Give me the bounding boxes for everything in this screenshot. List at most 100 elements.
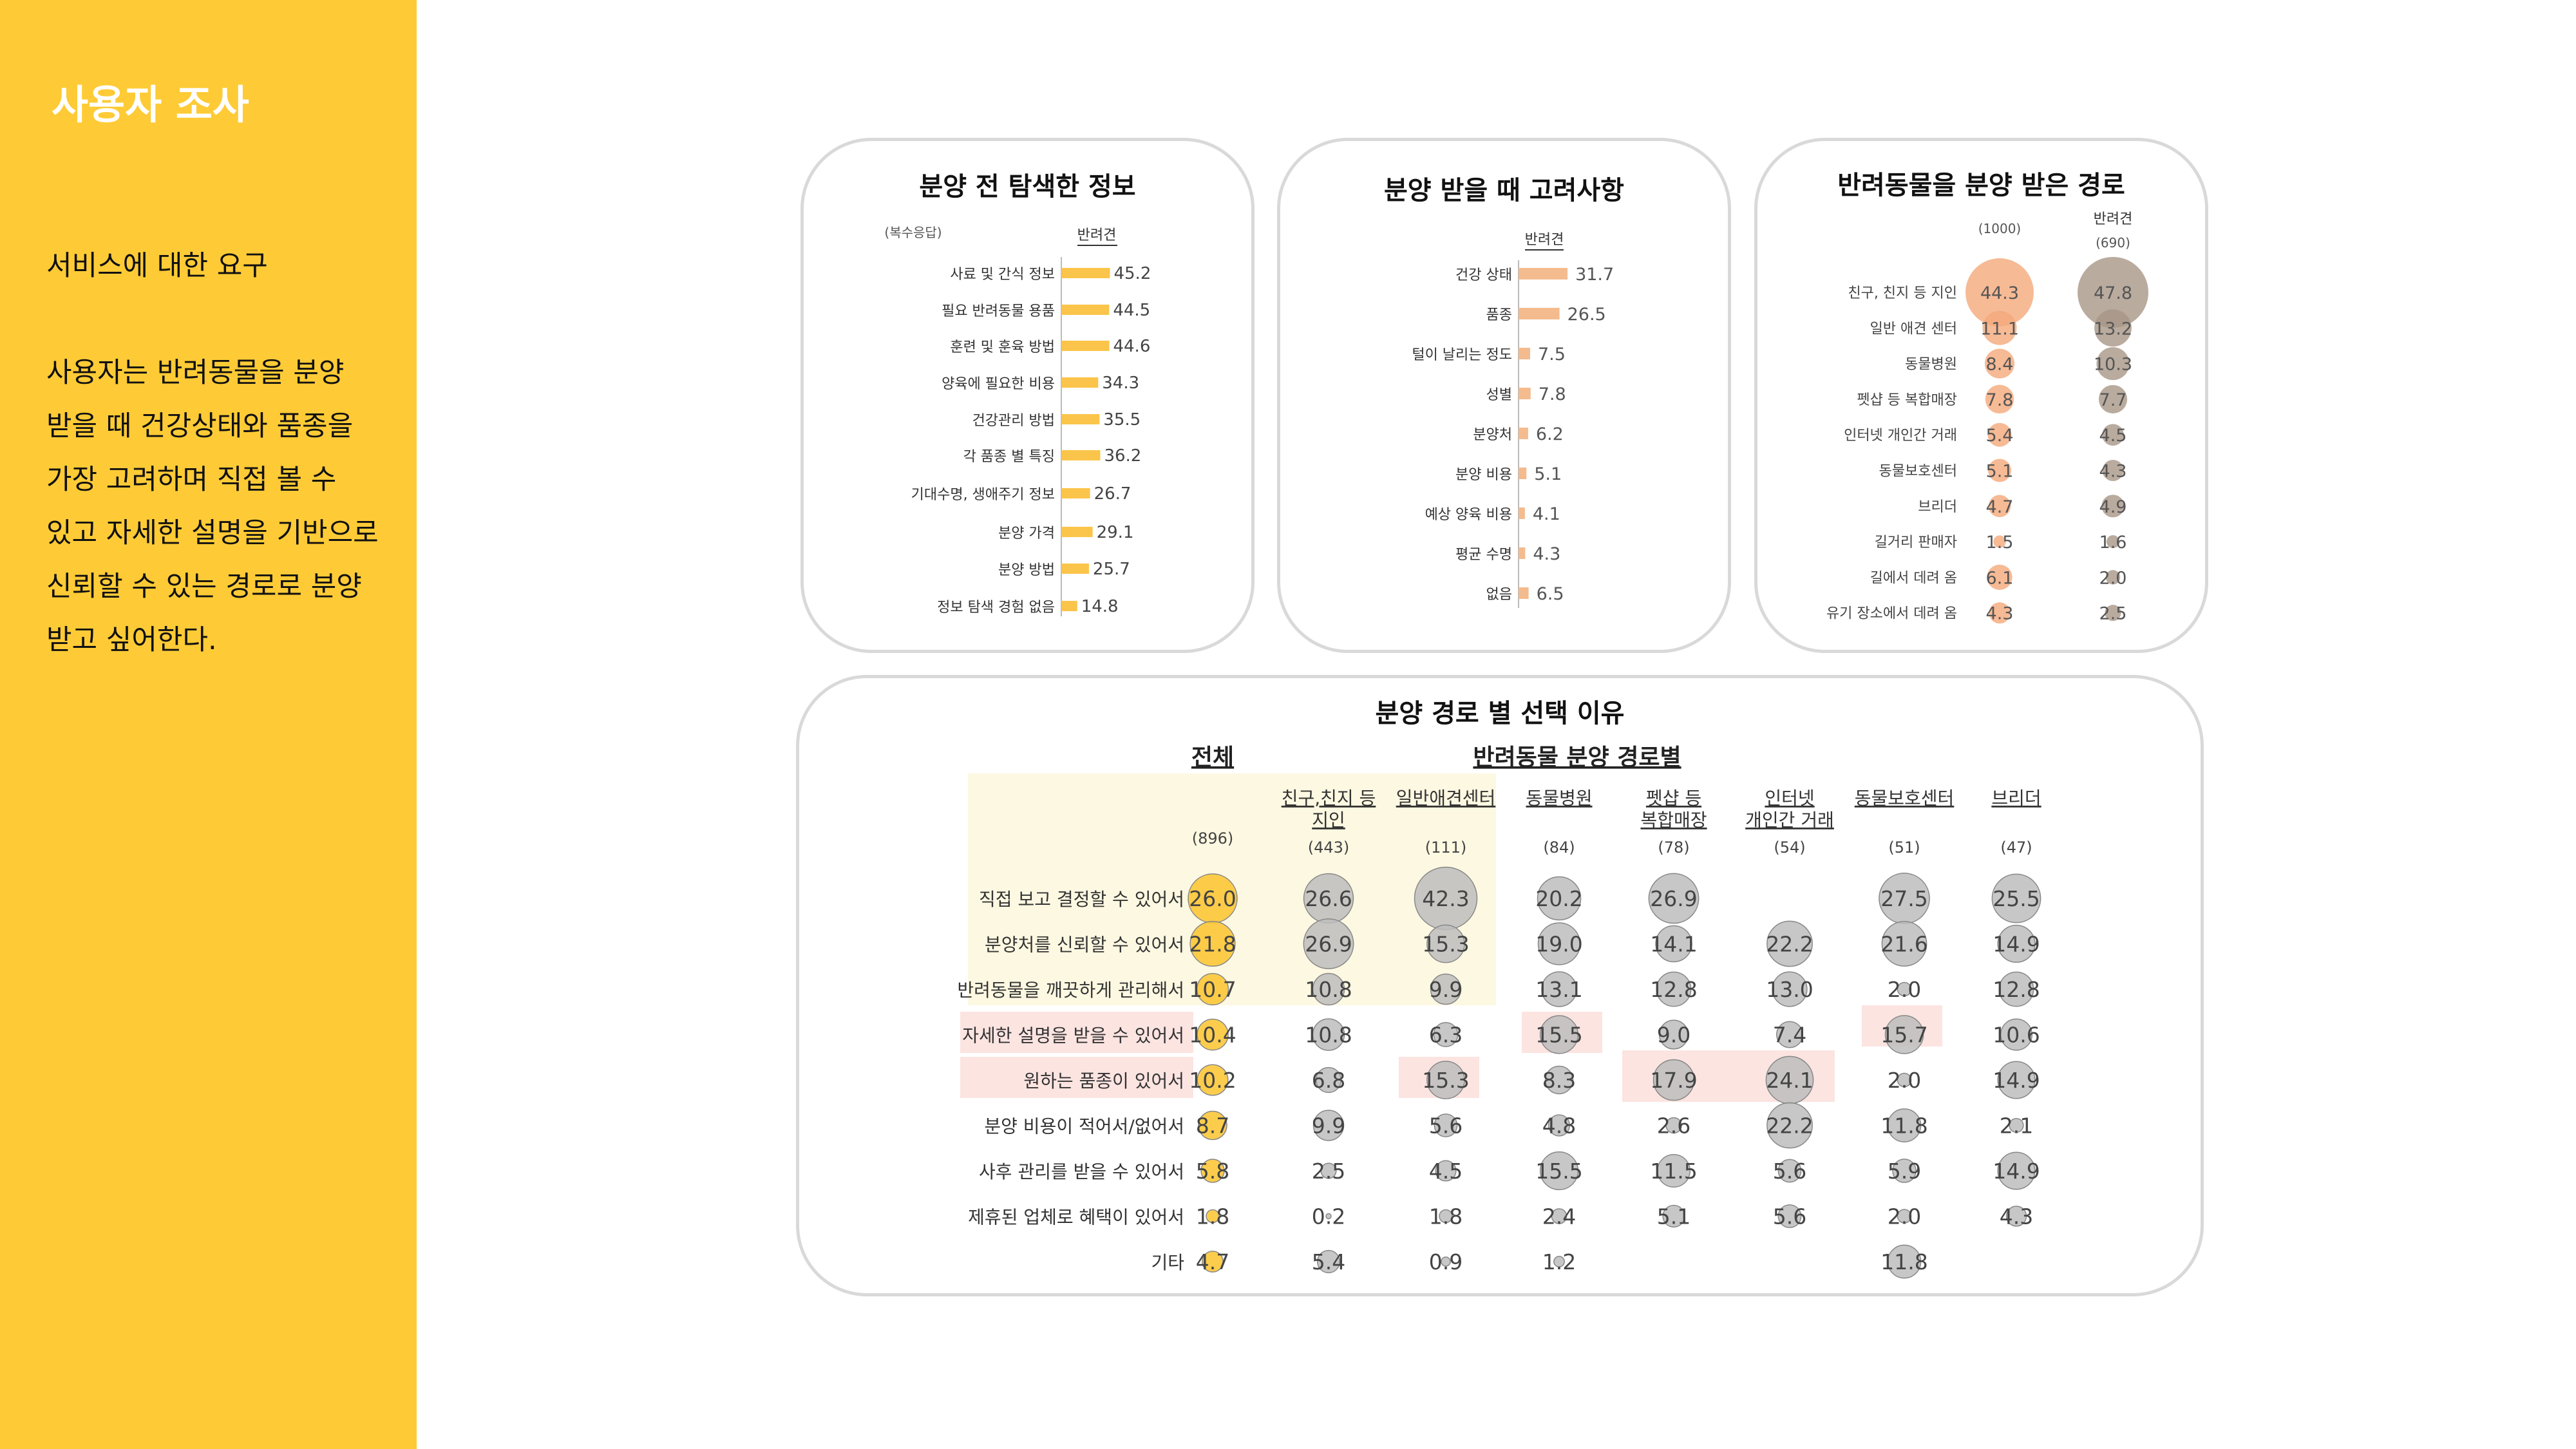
bubble xyxy=(2009,1117,2024,1133)
category-label: 건강관리 방법 xyxy=(972,413,1055,429)
column-header: 브리더 xyxy=(1991,788,2041,809)
bubble xyxy=(1553,1256,1565,1267)
data-label: 5.4 xyxy=(1986,426,2014,446)
data-label: 10.8 xyxy=(1305,977,1352,1002)
bubble xyxy=(1777,1159,1802,1183)
bubble xyxy=(2094,309,2132,347)
data-label: 2.0 xyxy=(1888,1204,1921,1229)
group-label-route: 반려동물 분양 경로별 xyxy=(1473,744,1681,771)
bubble xyxy=(1658,1019,1689,1050)
bar xyxy=(1061,377,1099,388)
data-label: 14.1 xyxy=(1650,932,1697,957)
bubble xyxy=(1776,1021,1804,1048)
category-label: 분양 가격 xyxy=(998,526,1055,542)
bubble xyxy=(1303,918,1354,969)
bubble xyxy=(1988,459,2011,482)
data-label: 1.2 xyxy=(1542,1249,1576,1274)
group-label-total: 전체 xyxy=(1191,744,1234,771)
row-label: 인터넷 개인간 거래 xyxy=(1844,428,1957,444)
bubble xyxy=(1537,922,1581,965)
column-n: (84) xyxy=(1543,838,1575,857)
category-label: 필요 반려동물 용품 xyxy=(942,303,1055,319)
row-label: 제휴된 업체로 혜택이 있어서 xyxy=(968,1207,1184,1228)
data-label: 6.2 xyxy=(1536,424,1564,444)
bubble xyxy=(1662,1204,1685,1228)
bubble xyxy=(1433,1022,1459,1047)
data-label: 15.5 xyxy=(1535,1159,1582,1184)
bubble xyxy=(1987,422,2012,447)
row-label: 동물보호센터 xyxy=(1879,464,1957,480)
data-label: 25.7 xyxy=(1093,560,1130,579)
column-n: (896) xyxy=(1192,829,1234,848)
row-label: 유기 장소에서 데려 옴 xyxy=(1826,606,1957,622)
row-label: 일반 애견 센터 xyxy=(1870,321,1957,337)
data-label: 9.9 xyxy=(1429,977,1463,1002)
data-label: 2.0 xyxy=(1888,977,1921,1002)
data-label: 13.2 xyxy=(2094,319,2132,339)
bubble xyxy=(1984,348,2015,379)
bubble xyxy=(1881,921,1927,967)
category-label: 사료 및 간식 정보 xyxy=(950,267,1055,283)
data-label: 4.3 xyxy=(1533,544,1560,564)
data-label: 26.6 xyxy=(1305,886,1352,911)
bubble xyxy=(1316,1249,1341,1274)
bar xyxy=(1519,268,1568,279)
bubble xyxy=(1987,564,2012,591)
category-label: 훈련 및 훈육 방법 xyxy=(950,339,1055,355)
bubble xyxy=(1439,1209,1453,1224)
row-label: 분양 비용이 적어서/없어서 xyxy=(984,1116,1184,1137)
bubble xyxy=(1434,1113,1458,1137)
data-label: 8.4 xyxy=(1986,355,2014,375)
category-label: 분양 방법 xyxy=(998,562,1055,578)
data-label: 14.8 xyxy=(1081,597,1119,616)
data-label: 44.6 xyxy=(1113,337,1150,356)
data-label: 15.3 xyxy=(1422,1068,1469,1093)
row-label: 펫샵 등 복합매장 xyxy=(1857,392,1957,408)
bubble xyxy=(2106,535,2120,549)
bubble xyxy=(1430,973,1462,1005)
data-label: 44.3 xyxy=(1980,283,2019,303)
category-label: 없음 xyxy=(1486,587,1512,603)
column-header: 지인 xyxy=(1312,810,1345,831)
highlight-box xyxy=(960,1012,1193,1053)
route-reasons-bubble-chart: 전체 반려동물 분양 경로별 (896) 친구,친지 등지인 (443) 일반애견센터 (1… xyxy=(957,744,2041,1279)
data-label: 24.1 xyxy=(1766,1068,1813,1093)
column-header: 친구,친지 등 xyxy=(1282,788,1376,809)
bar xyxy=(1061,450,1101,460)
column-header: 반려견 xyxy=(2094,211,2133,227)
data-label: 10.4 xyxy=(1189,1023,1236,1048)
data-label: 17.9 xyxy=(1650,1068,1697,1093)
bubble xyxy=(1544,1065,1574,1095)
data-label: 7.8 xyxy=(1986,390,2014,410)
bubble xyxy=(1197,1018,1229,1051)
bubble xyxy=(1441,1256,1451,1267)
data-label: 2.1 xyxy=(2000,1113,2033,1139)
data-label: 6.1 xyxy=(1986,568,2014,588)
category-label: 예상 양육 비용 xyxy=(1425,507,1512,523)
data-label: 29.1 xyxy=(1097,523,1134,542)
bubble xyxy=(1897,981,1912,997)
data-label: 2.5 xyxy=(2099,604,2127,624)
bubble xyxy=(1998,971,2034,1007)
bubble xyxy=(1202,1251,1224,1273)
bubble xyxy=(1897,1209,1912,1224)
category-label: 기대수명, 생애주기 정보 xyxy=(911,487,1055,503)
bubble xyxy=(1897,1072,1912,1088)
data-label: 2.6 xyxy=(1657,1113,1690,1139)
data-label: 4.3 xyxy=(2000,1204,2033,1229)
bubble xyxy=(1656,971,1692,1007)
page-title: 사용자 조사 xyxy=(52,81,249,128)
data-label: 7.8 xyxy=(1539,384,1566,404)
bubble xyxy=(1997,1061,2036,1099)
data-label: 2.0 xyxy=(1888,1068,1921,1093)
data-label: 2.5 xyxy=(1312,1159,1345,1184)
bubble xyxy=(1766,920,1813,967)
bubble xyxy=(2102,460,2124,481)
bubble xyxy=(1539,1151,1579,1191)
data-label: 1.5 xyxy=(1986,533,2014,553)
data-label: 11.8 xyxy=(1880,1249,1927,1274)
data-label: 27.5 xyxy=(1880,886,1927,911)
data-label: 10.2 xyxy=(1189,1068,1236,1093)
bar xyxy=(1061,305,1110,315)
